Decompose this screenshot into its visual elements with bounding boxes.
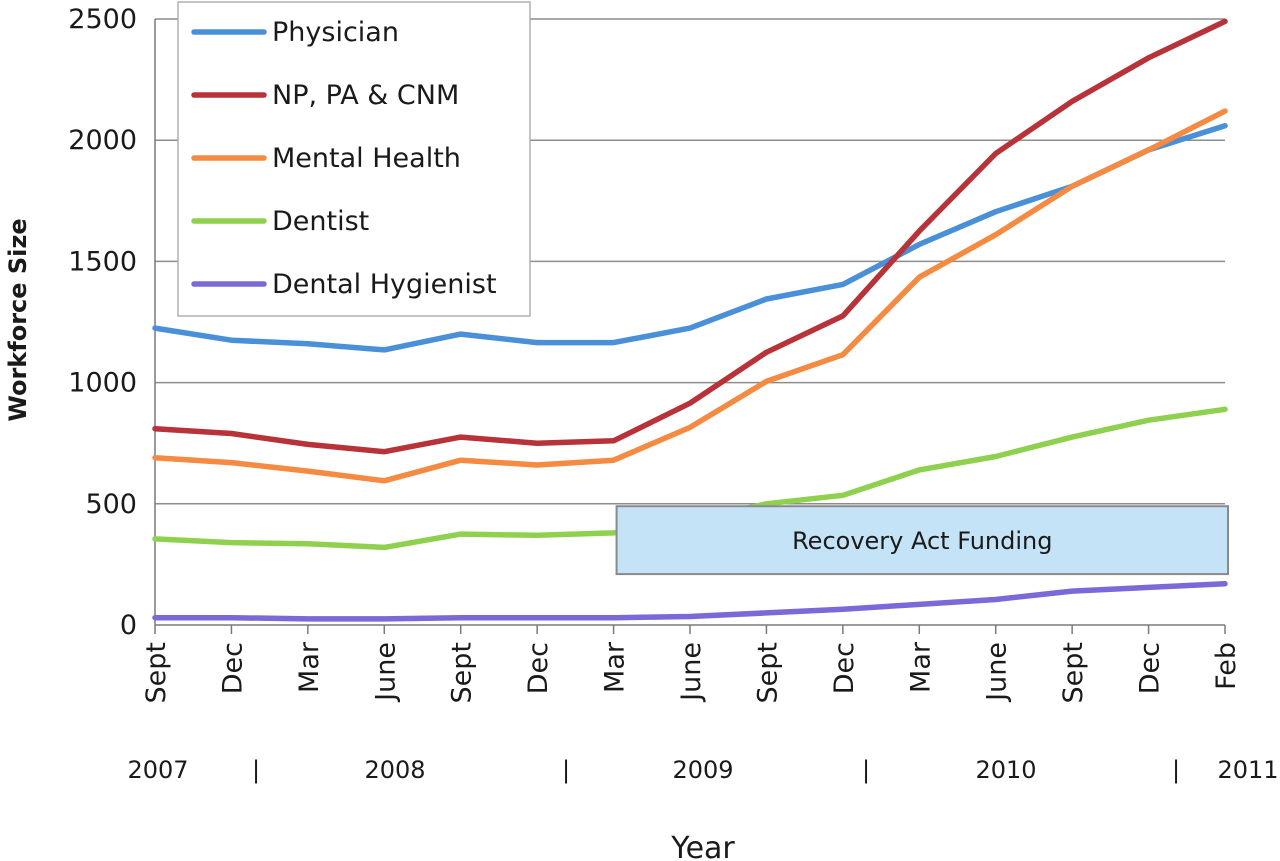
x-tick-label: Mar: [294, 641, 325, 693]
x-tick-label: Mar: [905, 641, 936, 693]
series-lines: [152, 18, 1228, 622]
x-tick-label: Dec: [217, 642, 248, 694]
y-tick-label: 1000: [68, 368, 137, 399]
year-divider: |: [252, 756, 260, 784]
year-labels: 2007 | 2008 | 2009 | 2010 | 2011: [127, 756, 1278, 784]
x-tick-label: Sept: [1058, 642, 1089, 703]
x-tick-label: June: [982, 642, 1013, 703]
series-line-np-pa-cnm: [152, 18, 1228, 455]
year-divider: |: [862, 756, 870, 784]
legend-label: Dentist: [272, 206, 369, 237]
legend-label: Physician: [272, 17, 399, 48]
x-tick-label: Sept: [752, 642, 783, 703]
x-tick-label: Sept: [141, 642, 172, 703]
legend-label: NP, PA & CNM: [272, 80, 459, 111]
year-divider: |: [1172, 756, 1180, 784]
recovery-act-annotation: Recovery Act Funding: [615, 505, 1229, 576]
x-tick-label: Sept: [447, 642, 478, 703]
legend-label: Mental Health: [272, 143, 461, 174]
x-tick-label: Dec: [523, 642, 554, 694]
year-label: 2011: [1217, 756, 1278, 784]
x-tick-label: Dec: [829, 642, 860, 694]
y-tick-labels: 0 500 1000 1500 2000 2500: [68, 4, 137, 641]
x-tick-label: June: [676, 642, 707, 703]
x-tick-label: Mar: [600, 641, 631, 693]
legend: Physician NP, PA & CNM Mental Health Dentis…: [177, 1, 531, 317]
annotation-label: Recovery Act Funding: [792, 527, 1052, 555]
x-tick-label: June: [370, 642, 401, 703]
year-label: 2010: [975, 756, 1036, 784]
y-tick-label: 2000: [68, 125, 137, 156]
axes: [154, 19, 1226, 634]
series-line-physician: [152, 122, 1228, 353]
y-axis-label: Workforce Size: [4, 218, 32, 421]
year-label: 2008: [364, 756, 425, 784]
x-tick-label: Dec: [1135, 642, 1166, 694]
series-line-mental-health: [152, 108, 1228, 484]
x-axis-label: Year: [670, 831, 735, 861]
y-tick-label: 500: [85, 489, 137, 520]
year-label: 2009: [672, 756, 733, 784]
x-tick-labels: Sept Dec Mar June Sept Dec Mar June Sept Dec Mar Ju…: [141, 641, 1242, 703]
year-divider: |: [562, 756, 570, 784]
y-tick-label: 2500: [68, 4, 137, 35]
legend-label: Dental Hygienist: [272, 269, 497, 300]
y-tick-label: 1500: [68, 246, 137, 277]
year-label: 2007: [127, 756, 188, 784]
series-line-dental-hygienist: [152, 581, 1228, 622]
y-tick-label: 0: [120, 610, 137, 641]
x-tick-label: Feb: [1211, 642, 1242, 690]
annotation-box: [615, 505, 1229, 576]
